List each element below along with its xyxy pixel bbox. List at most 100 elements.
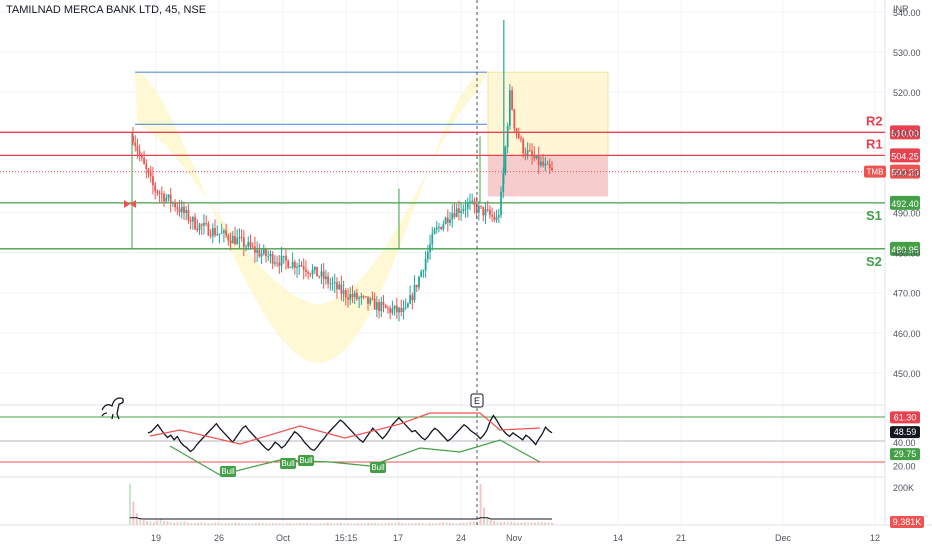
candle-body <box>522 139 525 154</box>
candle-body <box>453 213 456 217</box>
volume-bar <box>391 523 394 525</box>
volume-bar <box>462 522 465 525</box>
candle-body <box>236 238 239 245</box>
rsi-level-tag <box>890 411 920 424</box>
candle-body <box>469 201 471 203</box>
volume-bar <box>299 522 302 525</box>
volume-bar <box>159 519 162 525</box>
volume-bar <box>425 523 428 525</box>
candle-body <box>362 296 365 297</box>
volume-bar <box>479 483 482 525</box>
candle-body <box>296 267 298 268</box>
volume-bar <box>346 523 349 525</box>
candle-body <box>460 210 463 213</box>
volume-bar <box>186 522 189 525</box>
volume-bar <box>231 522 234 525</box>
volume-bar <box>360 523 363 525</box>
candle-body <box>442 223 445 230</box>
volume-bar <box>387 522 390 525</box>
candle-body <box>449 219 451 223</box>
price-tick-label: 460.00 <box>893 329 921 339</box>
symbol-tag-label: TMB <box>867 168 884 177</box>
candle-body <box>400 307 403 312</box>
volume-bar <box>544 522 547 525</box>
volume-bar <box>220 523 223 525</box>
candle-body <box>504 147 507 174</box>
candle-body <box>313 266 316 270</box>
volume-bar <box>254 523 257 525</box>
candle-body <box>222 230 225 233</box>
candle-body <box>473 200 476 205</box>
volume-bar <box>343 523 346 525</box>
bull-label-bg <box>280 458 296 469</box>
volume-bar <box>414 523 417 525</box>
candle-body <box>293 261 296 268</box>
price-tick-label: 540.00 <box>893 8 921 18</box>
rsi-tick-label: 40.00 <box>893 438 916 448</box>
candle-body <box>214 228 216 236</box>
volume-bar <box>251 523 254 525</box>
volume-bar <box>193 523 196 525</box>
candle-body <box>546 163 549 165</box>
candle-body <box>165 197 168 202</box>
level-tag-label: 504.25 <box>891 151 919 161</box>
candle-body <box>152 176 154 186</box>
volume-bar <box>520 522 523 525</box>
candle-body <box>247 241 250 247</box>
volume-bar <box>503 521 506 525</box>
chart-title: TAMILNAD MERCA BANK LTD, 45, NSE <box>6 4 207 16</box>
candle-body <box>464 208 467 210</box>
volume-bar <box>214 522 217 525</box>
candle-body <box>404 307 407 309</box>
candle-body <box>324 276 327 280</box>
candle-body <box>438 226 440 228</box>
candle-body <box>371 298 374 300</box>
markers: E <box>101 0 484 525</box>
candle-body <box>540 161 542 166</box>
volume-bar <box>336 523 339 525</box>
candle-body <box>158 193 161 194</box>
candle-body <box>234 236 236 245</box>
volume-bar <box>305 523 308 525</box>
candle-body <box>548 163 551 169</box>
candle-body <box>356 292 358 300</box>
volume-bar <box>499 522 502 525</box>
candle-body <box>262 249 265 254</box>
candle-body <box>134 142 137 147</box>
level-tag <box>890 195 920 210</box>
rsi-bear-divergence <box>149 412 541 445</box>
candle-body <box>331 283 334 284</box>
volume-bar <box>537 521 540 525</box>
volume-bar <box>302 523 305 525</box>
volume-bar <box>203 522 206 525</box>
last-price-tag <box>890 164 920 179</box>
candle-body <box>211 228 214 237</box>
level-name-r2: R2 <box>866 113 883 128</box>
candle-body <box>194 217 196 229</box>
volume-bar <box>312 523 315 525</box>
candle-body <box>178 208 181 213</box>
candle-body <box>200 224 203 226</box>
candle-body <box>227 235 230 241</box>
rsi-pane: Bull Bull Bull Bull <box>0 412 885 477</box>
volume-bar <box>163 521 166 525</box>
candle-body <box>347 297 349 300</box>
price-tick-label: 510.00 <box>893 128 921 138</box>
rsi-level-tag <box>890 426 920 439</box>
volume-bar <box>418 522 421 525</box>
candle-body <box>391 308 394 313</box>
volume-bar <box>132 501 135 525</box>
level-tag-label: 492.40 <box>891 199 919 209</box>
candle-body <box>393 305 396 309</box>
candle-body <box>351 294 354 298</box>
candle-body <box>276 262 279 264</box>
bull-label-bg <box>220 466 236 477</box>
volume-bar <box>295 523 298 525</box>
candle-body <box>477 205 480 213</box>
volume-bar <box>408 523 411 525</box>
volume-bar <box>428 523 431 525</box>
candle-body <box>307 271 310 274</box>
volume-last-label: 9.381K <box>893 517 922 527</box>
candle-body <box>420 271 423 277</box>
